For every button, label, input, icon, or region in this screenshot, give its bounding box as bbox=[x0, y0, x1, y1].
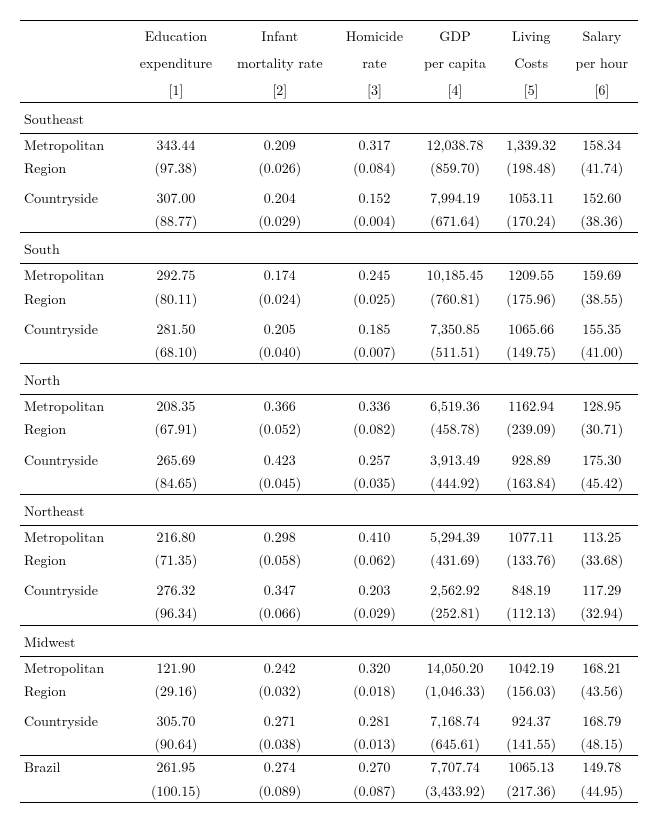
table-row-se: (84.65)(0.045)(0.035)(444.92)(163.84)(45… bbox=[20, 471, 638, 495]
col-head: Homicide bbox=[336, 21, 414, 48]
table-row: Countryside265.690.4230.2573,913.49928.8… bbox=[20, 449, 638, 471]
header-row-3: [1] [2] [3] [4] [5] [6] bbox=[20, 75, 638, 102]
col-head: Living bbox=[497, 21, 566, 48]
region-name: Northeast bbox=[20, 494, 638, 525]
table-row: Countryside281.500.2050.1857,350.851065.… bbox=[20, 318, 638, 340]
table-row-se: (96.34)(0.066)(0.029)(252.81)(112.13)(32… bbox=[20, 601, 638, 625]
col-head: Education bbox=[128, 21, 224, 48]
table-row: Countryside276.320.3470.2032,562.92848.1… bbox=[20, 579, 638, 601]
table-row-se: (90.64)(0.038)(0.013)(645.61)(141.55)(48… bbox=[20, 732, 638, 756]
region-header: North bbox=[20, 364, 638, 395]
table-row-se: Region(97.38)(0.026)(0.084)(859.70)(198.… bbox=[20, 156, 638, 179]
table-row-se: (68.10)(0.040)(0.007)(511.51)(149.75)(41… bbox=[20, 340, 638, 364]
table-row-se: Region(67.91)(0.052)(0.082)(458.78)(239.… bbox=[20, 417, 638, 440]
header-row-2: expenditure mortality rate rate per capi… bbox=[20, 48, 638, 75]
region-name: South bbox=[20, 233, 638, 264]
header-row-1: Education Infant Homicide GDP Living Sal… bbox=[20, 21, 638, 48]
table-row: Metropolitan208.350.3660.3366,519.361162… bbox=[20, 395, 638, 418]
table-row: Countryside305.700.2710.2817,168.74924.3… bbox=[20, 710, 638, 732]
table-row: Metropolitan121.900.2420.32014,050.20104… bbox=[20, 656, 638, 679]
total-row-se: (100.15)(0.089)(0.087)(3,433.92)(217.36)… bbox=[20, 779, 638, 803]
table-row-se: Region(80.11)(0.024)(0.025)(760.81)(175.… bbox=[20, 287, 638, 310]
stats-table: Education Infant Homicide GDP Living Sal… bbox=[20, 20, 638, 803]
table-row: Metropolitan343.440.2090.31712,038.781,3… bbox=[20, 133, 638, 156]
table-row: Metropolitan216.800.2980.4105,294.391077… bbox=[20, 525, 638, 548]
table-row-se: Region(29.16)(0.032)(0.018)(1,046.33)(15… bbox=[20, 679, 638, 702]
region-header: Southeast bbox=[20, 102, 638, 133]
region-name: North bbox=[20, 364, 638, 395]
table-row-se: Region(71.35)(0.058)(0.062)(431.69)(133.… bbox=[20, 548, 638, 571]
table-row: Metropolitan292.750.1740.24510,185.45120… bbox=[20, 264, 638, 287]
col-head: Salary bbox=[566, 21, 638, 48]
region-name: Southeast bbox=[20, 102, 638, 133]
region-name: Midwest bbox=[20, 625, 638, 656]
region-header: Northeast bbox=[20, 494, 638, 525]
table-row-se: (88.77)(0.029)(0.004)(671.64)(170.24)(38… bbox=[20, 209, 638, 233]
table-row: Countryside307.000.2040.1527,994.191053.… bbox=[20, 187, 638, 209]
total-row: Brazil261.950.2740.2707,707.741065.13149… bbox=[20, 756, 638, 779]
col-head: Infant bbox=[224, 21, 336, 48]
region-header: South bbox=[20, 233, 638, 264]
col-head: GDP bbox=[413, 21, 496, 48]
region-header: Midwest bbox=[20, 625, 638, 656]
